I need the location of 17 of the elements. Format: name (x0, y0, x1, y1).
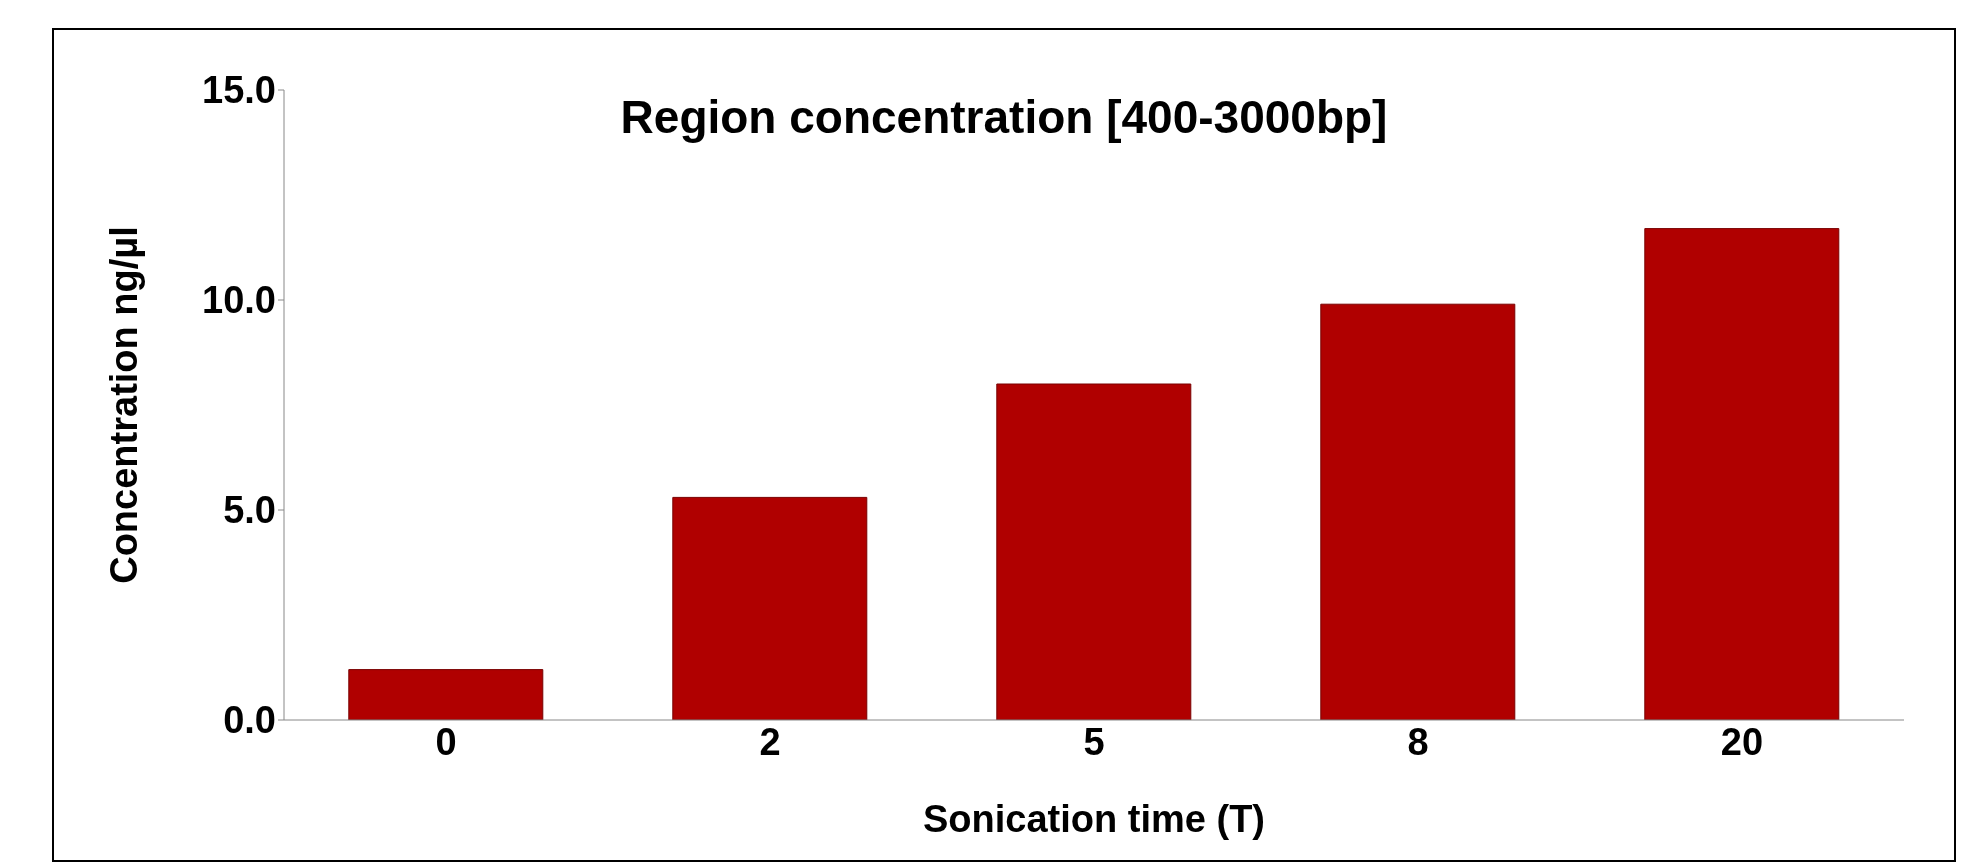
x-tick-label: 0 (435, 720, 457, 763)
y-axis-title: Concentration ng/µl (103, 226, 146, 584)
y-tick-label: 15.0 (202, 69, 276, 112)
bar (1644, 228, 1840, 720)
y-tick-label: 5.0 (223, 489, 276, 532)
x-axis-title: Sonication time (T) (923, 798, 1265, 840)
bar (672, 496, 868, 720)
y-tick-label: 0.0 (223, 699, 276, 742)
bar (996, 383, 1192, 720)
x-tick-label: 8 (1407, 720, 1429, 763)
bar (348, 669, 544, 720)
x-tick-label: 5 (1083, 720, 1105, 763)
bar (1320, 303, 1516, 720)
y-tick-label: 10.0 (202, 279, 276, 322)
x-tick-label: 2 (759, 720, 781, 763)
x-tick-label: 20 (1720, 720, 1764, 763)
chart-title: Region concentration [400-3000bp] (620, 91, 1388, 143)
